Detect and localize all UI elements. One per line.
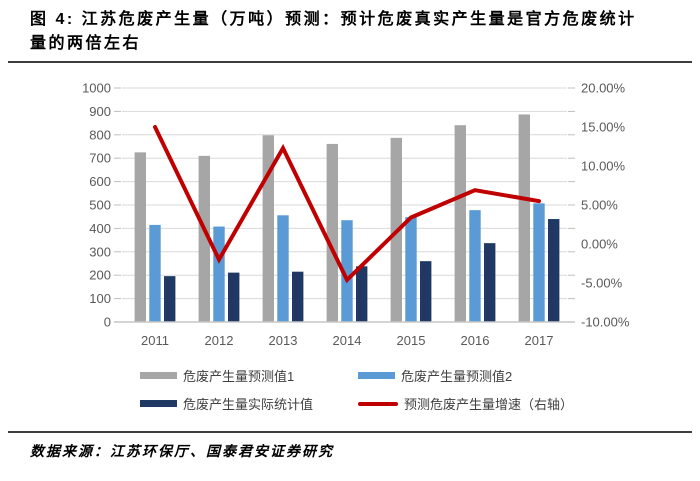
red-line-swatch [358, 401, 398, 406]
left-axis-label: 800 [89, 127, 111, 142]
right-axis-label: 5.00% [581, 198, 618, 213]
title-divider [8, 61, 692, 63]
data-source: 数据来源：江苏环保厅、国泰君安证券研究 [30, 445, 334, 460]
chart-area: 0 100 200 300 400 500 600 700 800 900 1000 20.00% 15… [0, 70, 700, 360]
x-axis-label: 2016 [461, 333, 490, 348]
left-axis-label: 700 [89, 151, 111, 166]
legend-item-forecast1: 危废产生量预测值1 [140, 366, 358, 385]
footer-divider [8, 431, 692, 433]
bar [548, 219, 560, 322]
bar [198, 155, 210, 322]
blue-bar-swatch [358, 372, 395, 379]
bar [484, 243, 496, 322]
bar [326, 143, 338, 322]
left-axis-label: 500 [89, 198, 111, 213]
bar [356, 266, 368, 322]
right-axis-label: 10.00% [581, 159, 626, 174]
bar [518, 114, 530, 322]
combo-chart-canvas: 0 100 200 300 400 500 600 700 800 900 1000 20.00% 15… [82, 81, 630, 349]
legend-item-actual: 危废产生量实际统计值 [140, 394, 358, 413]
bar [292, 271, 304, 322]
bar [420, 261, 432, 322]
bar [277, 215, 289, 322]
left-axis-label: 0 [104, 315, 111, 330]
bar [164, 276, 176, 322]
left-axis-label: 100 [89, 291, 111, 306]
growth-line [153, 125, 541, 284]
legend-label: 危废产生量预测值2 [401, 369, 513, 384]
bar [134, 152, 146, 322]
right-axis-label: -10.00% [581, 315, 630, 330]
left-axis-label: 400 [89, 221, 111, 236]
bar [213, 226, 225, 322]
x-axis-label: 2011 [141, 333, 169, 348]
bar [469, 210, 481, 322]
right-axis-label: 15.00% [581, 120, 626, 135]
bar [405, 217, 417, 322]
left-axis-label: 1000 [82, 81, 111, 96]
left-axis-label: 900 [89, 104, 111, 119]
bar [533, 203, 545, 322]
x-axis-label: 2014 [333, 333, 362, 348]
navy-bar-swatch [140, 400, 177, 407]
x-axis-label: 2012 [205, 333, 234, 348]
legend-label: 危废产生量实际统计值 [183, 397, 314, 412]
x-axis-label: 2017 [525, 333, 554, 348]
figure-title: 图 4: 江苏危废产生量（万吨）预测：预计危废真实产生量是官方危废统计量的两倍左… [30, 11, 637, 52]
bar [228, 272, 240, 322]
left-axis-label: 600 [89, 174, 111, 189]
x-axis-label: 2013 [269, 333, 298, 348]
legend-item-forecast2: 危废产生量预测值2 [358, 366, 573, 385]
right-axis-label: 20.00% [581, 81, 626, 96]
right-axis-label: 0.00% [581, 237, 618, 252]
left-axis-label: 300 [89, 244, 111, 259]
bar [454, 125, 466, 323]
right-axis-label: -5.00% [581, 276, 623, 291]
bar [149, 224, 161, 322]
gray-bar-swatch [140, 372, 177, 379]
legend-item-growth: 预测危废产生量增速（右轴） [358, 394, 573, 413]
bar [262, 135, 274, 322]
x-axis-label: 2015 [397, 333, 426, 348]
bar [341, 220, 353, 322]
chart-legend: 危废产生量预测值1 危废产生量预测值2 危废产生量实际统计值 预测危废产生量增速… [140, 366, 573, 413]
legend-label: 预测危废产生量增速（右轴） [404, 397, 574, 412]
legend-label: 危废产生量预测值1 [183, 369, 295, 384]
left-axis-label: 200 [89, 268, 111, 283]
